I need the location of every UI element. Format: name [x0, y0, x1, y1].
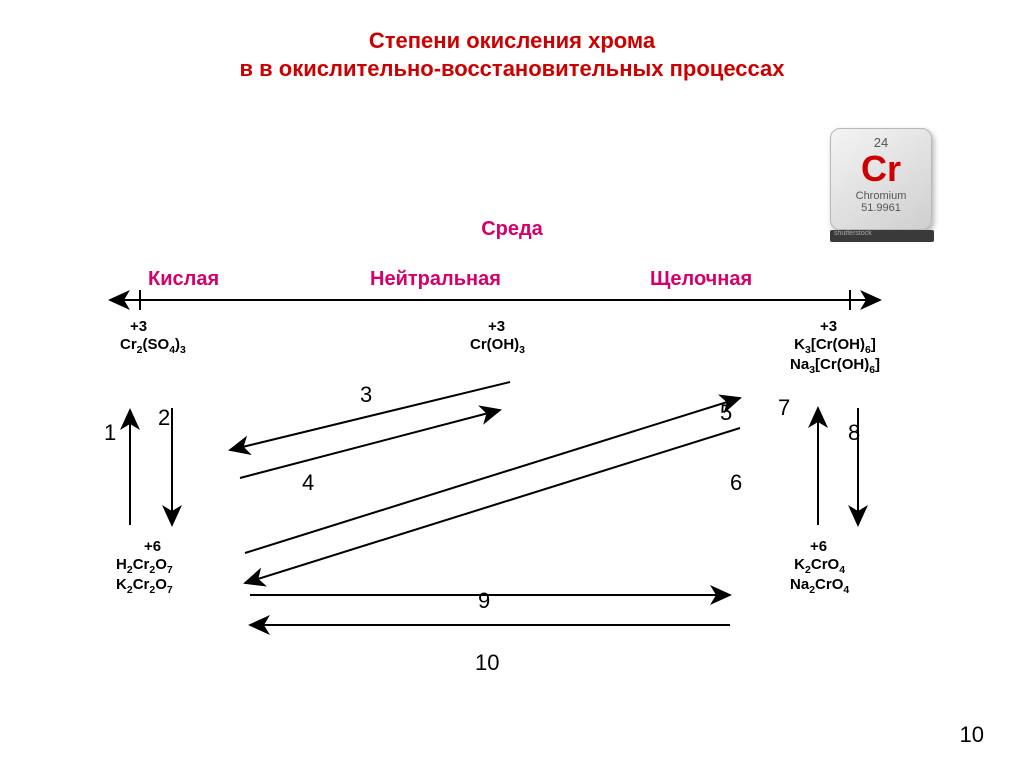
arrow-6	[245, 428, 740, 583]
arrow-5	[245, 398, 740, 553]
page-number: 10	[960, 722, 984, 748]
arrow-layer	[0, 0, 1024, 768]
arrow-3	[230, 382, 510, 450]
arrow-4	[240, 410, 500, 478]
page: Степени окисления хрома в в окислительно…	[0, 0, 1024, 768]
